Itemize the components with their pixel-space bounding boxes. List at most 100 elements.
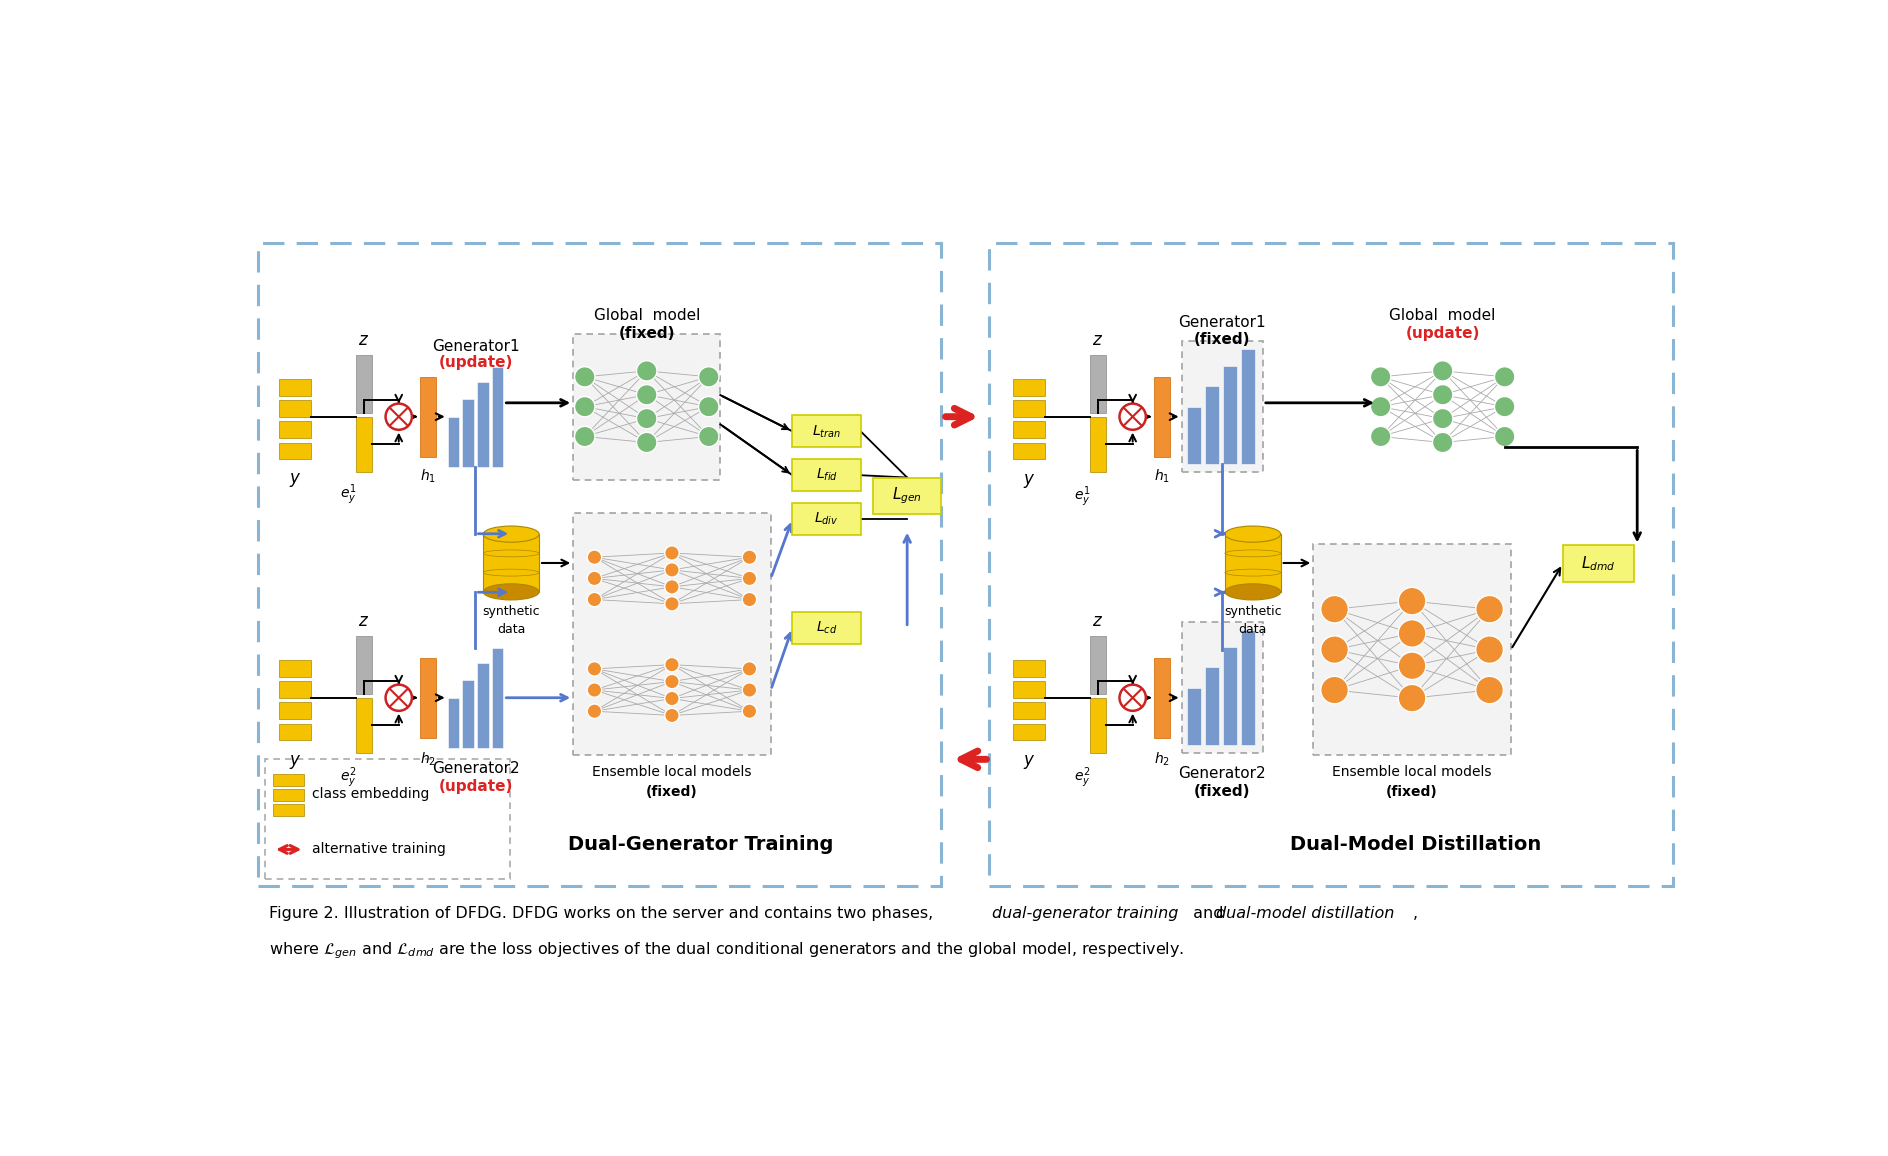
Text: and: and <box>1188 905 1229 920</box>
Text: $h_2$: $h_2$ <box>421 750 436 768</box>
Text: $y$: $y$ <box>289 470 300 489</box>
Text: $y$: $y$ <box>289 754 300 771</box>
Bar <box>1182 341 1263 472</box>
Text: Ensemble local models: Ensemble local models <box>593 765 751 779</box>
Bar <box>1314 543 1510 756</box>
Text: Generator2: Generator2 <box>432 761 519 776</box>
Text: $e_y^2$: $e_y^2$ <box>340 765 357 790</box>
Bar <box>447 698 459 748</box>
Bar <box>279 443 312 459</box>
Bar <box>574 334 721 480</box>
Circle shape <box>1433 432 1454 453</box>
Bar <box>793 459 861 491</box>
Bar <box>574 513 770 756</box>
Bar <box>1240 349 1256 465</box>
Circle shape <box>1322 636 1348 664</box>
Bar <box>1182 622 1263 754</box>
Bar <box>357 698 372 754</box>
Circle shape <box>1371 427 1391 446</box>
Circle shape <box>665 563 680 577</box>
Bar <box>793 415 861 447</box>
Text: ,: , <box>1412 905 1418 920</box>
Circle shape <box>1120 403 1146 430</box>
Bar <box>357 416 372 472</box>
Circle shape <box>574 397 595 417</box>
Circle shape <box>1476 595 1503 623</box>
Text: (fixed): (fixed) <box>1193 784 1250 799</box>
Text: Generator1: Generator1 <box>432 339 519 354</box>
Bar <box>447 416 459 467</box>
Circle shape <box>665 691 680 705</box>
Circle shape <box>1371 397 1391 417</box>
Text: $e_y^1$: $e_y^1$ <box>340 483 357 507</box>
Text: dual-model distillation: dual-model distillation <box>1216 905 1395 920</box>
Circle shape <box>1495 397 1514 417</box>
Circle shape <box>665 658 680 672</box>
Text: data: data <box>497 623 525 636</box>
Circle shape <box>587 704 602 718</box>
Text: $L_{div}$: $L_{div}$ <box>814 511 838 527</box>
Bar <box>1188 407 1201 465</box>
Circle shape <box>636 385 657 405</box>
Bar <box>421 377 436 457</box>
Text: (update): (update) <box>438 356 514 370</box>
Text: dual-generator training: dual-generator training <box>991 905 1178 920</box>
Bar <box>493 366 504 467</box>
Circle shape <box>587 592 602 607</box>
Text: $y$: $y$ <box>1023 472 1035 490</box>
Text: $L_{fid}$: $L_{fid}$ <box>816 467 838 483</box>
Circle shape <box>665 546 680 561</box>
Bar <box>274 775 304 786</box>
Circle shape <box>742 661 757 676</box>
Circle shape <box>699 397 719 417</box>
Bar <box>279 724 312 740</box>
Bar <box>1223 647 1237 746</box>
Circle shape <box>1322 676 1348 704</box>
Text: Dual-Model Distillation: Dual-Model Distillation <box>1290 835 1541 853</box>
Bar <box>279 421 312 438</box>
Text: $L_{tran}$: $L_{tran}$ <box>812 423 840 439</box>
Circle shape <box>742 704 757 718</box>
Bar <box>1089 416 1106 472</box>
Circle shape <box>1120 684 1146 711</box>
Bar <box>483 534 540 592</box>
Text: where $\mathcal{L}_{gen}$ and $\mathcal{L}_{dmd}$ are the loss objectives of the: where $\mathcal{L}_{gen}$ and $\mathcal{… <box>268 940 1184 961</box>
Text: Generator2: Generator2 <box>1178 765 1265 780</box>
Bar <box>793 503 861 535</box>
Bar <box>1223 366 1237 465</box>
Bar <box>478 662 489 748</box>
Circle shape <box>665 709 680 722</box>
Text: Global  model: Global model <box>593 307 700 323</box>
Bar <box>357 355 372 413</box>
Bar <box>1205 386 1220 465</box>
Bar <box>274 803 304 815</box>
Bar <box>1012 379 1046 395</box>
Bar <box>1012 681 1046 698</box>
Circle shape <box>587 683 602 697</box>
Circle shape <box>574 427 595 446</box>
Bar <box>274 790 304 801</box>
Text: $e_y^2$: $e_y^2$ <box>1074 765 1091 790</box>
Circle shape <box>742 571 757 586</box>
Text: $L_{cd}$: $L_{cd}$ <box>816 620 836 636</box>
Bar <box>478 381 489 467</box>
Text: class embedding: class embedding <box>312 787 429 801</box>
Text: (fixed): (fixed) <box>1386 785 1439 799</box>
Bar <box>493 647 504 748</box>
Circle shape <box>1433 385 1454 405</box>
Text: alternative training: alternative training <box>312 843 446 857</box>
Circle shape <box>1399 684 1425 712</box>
Text: Global  model: Global model <box>1390 307 1495 323</box>
Ellipse shape <box>1225 584 1280 600</box>
Bar <box>1012 724 1046 740</box>
Bar <box>1188 688 1201 746</box>
Text: synthetic: synthetic <box>1223 605 1282 617</box>
Bar <box>463 399 474 467</box>
Text: $z$: $z$ <box>1093 331 1103 349</box>
Text: $h_1$: $h_1$ <box>1154 467 1171 484</box>
Bar <box>279 681 312 698</box>
Bar <box>793 612 861 644</box>
Bar <box>1089 636 1106 694</box>
Text: (update): (update) <box>438 779 514 794</box>
Circle shape <box>1371 366 1391 387</box>
